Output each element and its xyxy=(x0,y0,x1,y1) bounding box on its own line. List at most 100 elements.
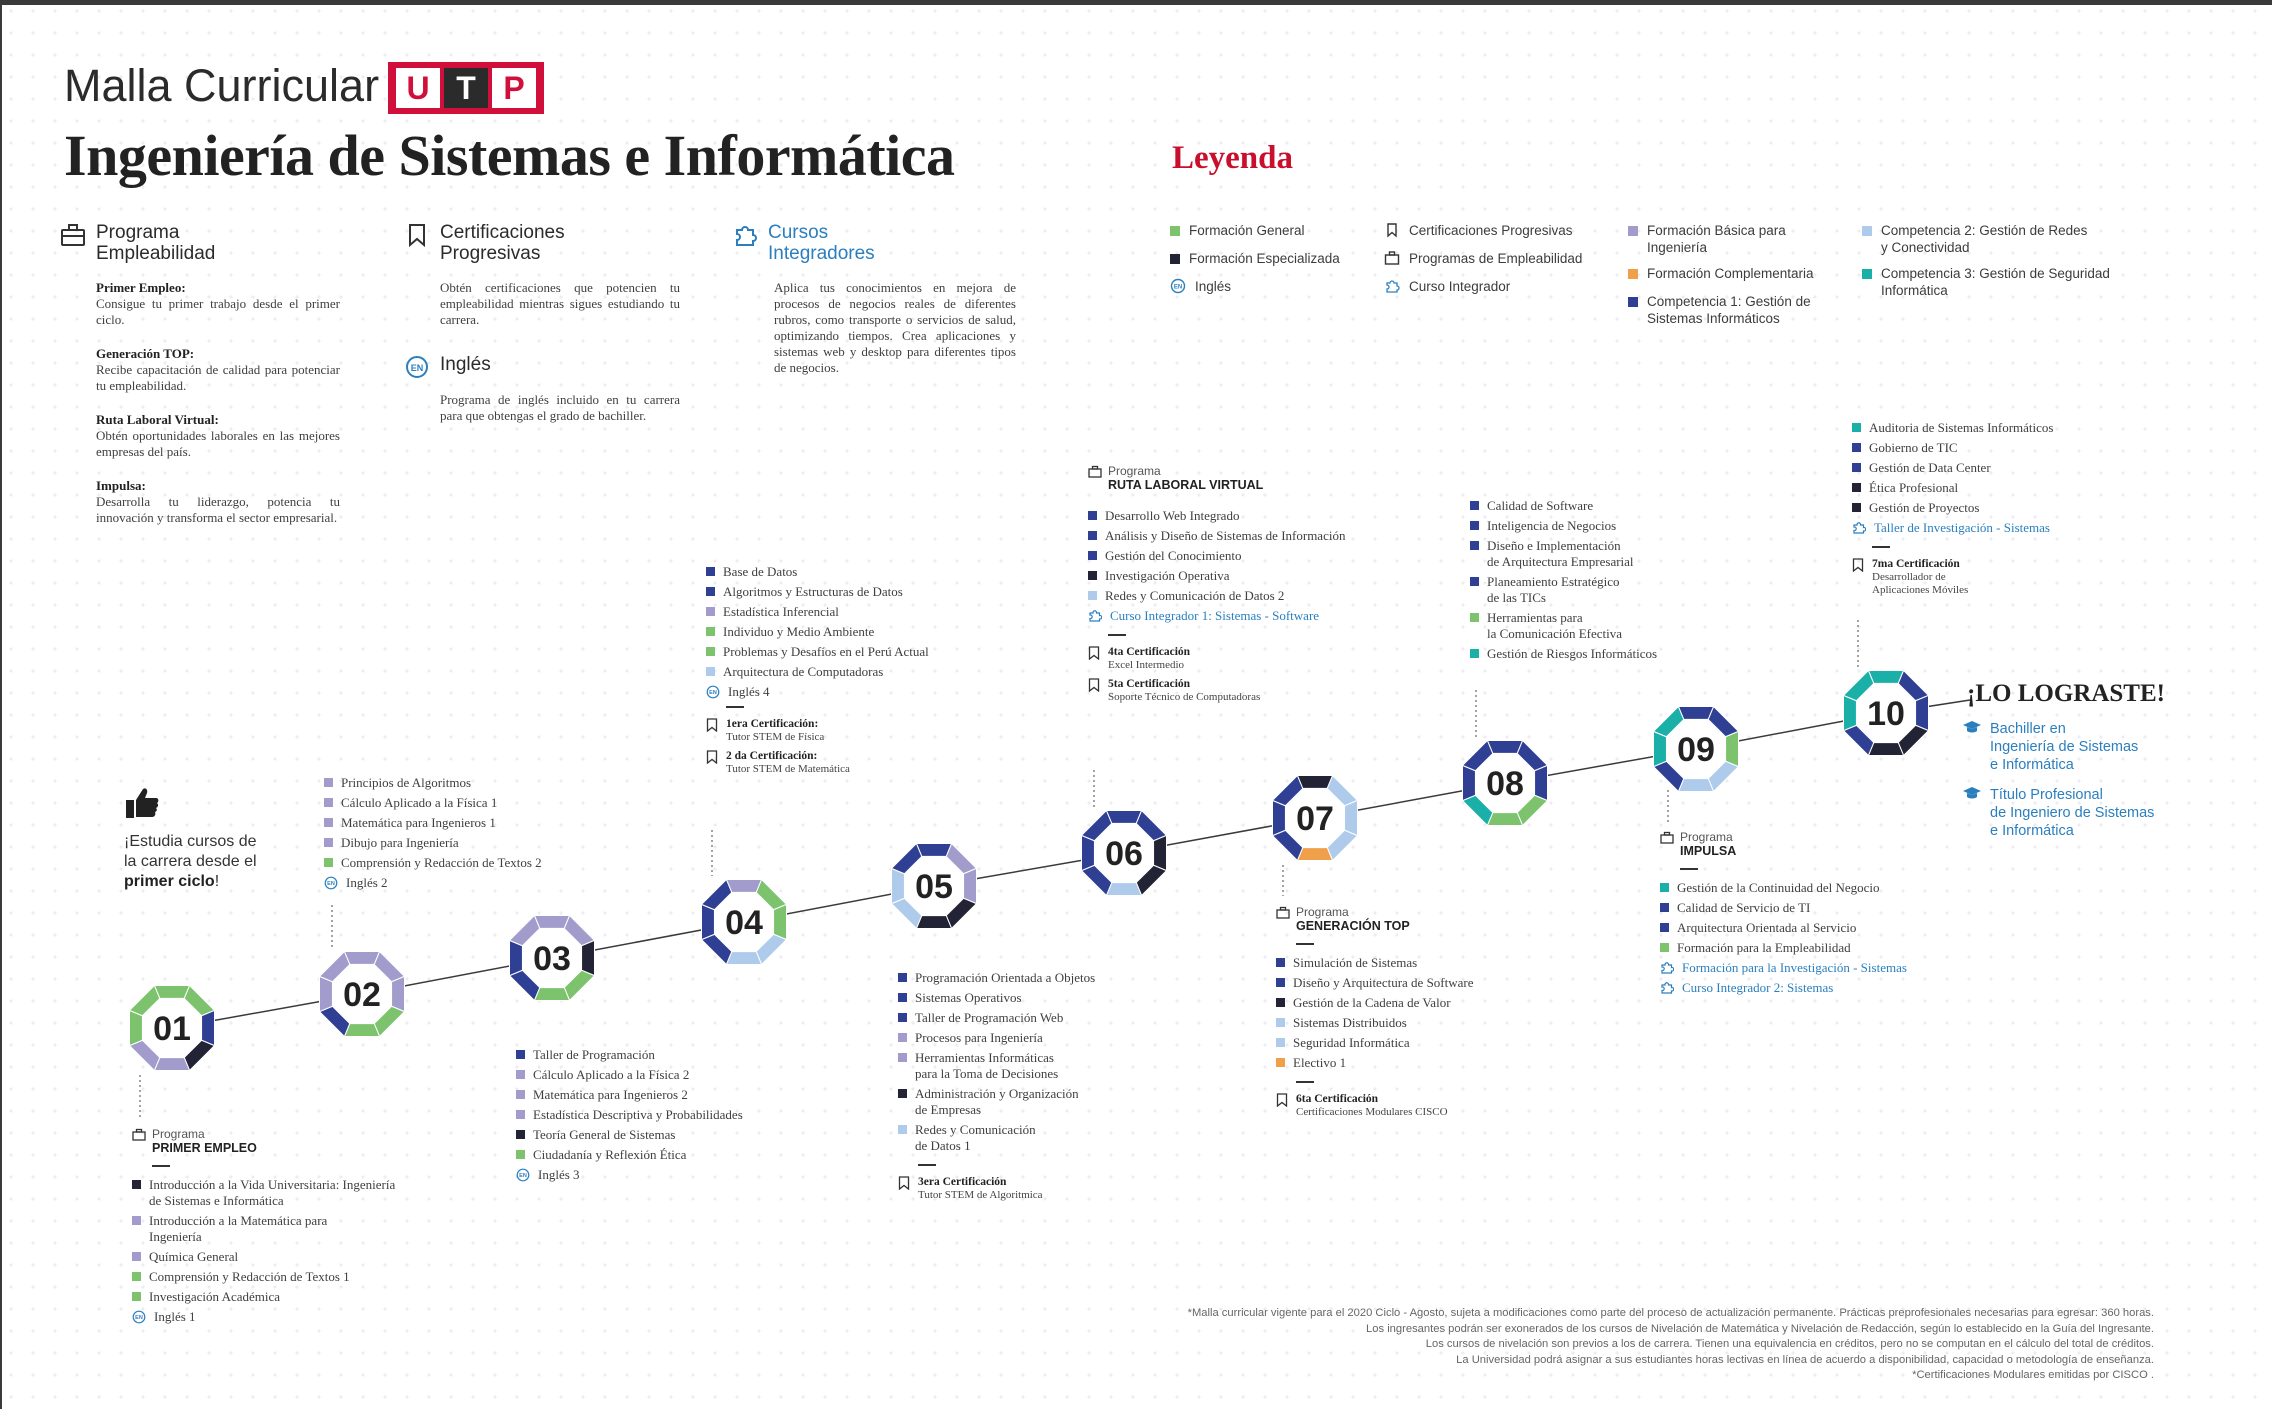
course-name: Simulación de Sistemas xyxy=(1293,955,1418,970)
lograste-title: ¡LO LOGRASTE! xyxy=(1967,680,2165,707)
cert-subtitle: Tutor STEM de Algoritmica xyxy=(918,1189,1043,1201)
course-item: Curso Integrador 1: Sistemas - Software xyxy=(1088,608,1408,624)
category-swatch xyxy=(1470,521,1479,530)
cycle-number: 07 xyxy=(1296,800,1334,838)
node-segment xyxy=(319,975,333,1013)
course-name: Ciudadanía y Reflexión Ética xyxy=(533,1147,687,1162)
course-item: Gestión del Conocimiento xyxy=(1088,548,1408,564)
course-name: Gestión de la Cadena de Valor xyxy=(1293,995,1451,1010)
divider xyxy=(918,1164,936,1166)
cycle-node-05: 05 xyxy=(890,842,978,930)
node-segment xyxy=(1677,706,1715,720)
course-name: Principios de Algoritmos xyxy=(341,775,471,790)
logo-letter-u: U xyxy=(396,68,440,108)
course-name: Cálculo Aplicado a la Física 2 xyxy=(533,1067,690,1082)
category-swatch xyxy=(1276,1018,1285,1027)
course-name: Taller de Programación Web xyxy=(915,1010,1064,1025)
cycle-node-03: 03 xyxy=(508,914,596,1002)
course-item: Diseño y Arquitectura de Software xyxy=(1276,975,1576,991)
category-swatch xyxy=(132,1252,141,1261)
estudia-bold: primer ciclo xyxy=(124,873,215,890)
category-swatch xyxy=(324,778,333,787)
bookmark-icon xyxy=(706,750,718,764)
course-item: Teoría General de Sistemas xyxy=(516,1127,836,1143)
swatch xyxy=(1170,254,1180,264)
course-item: Estadística Inferencial xyxy=(706,604,1006,620)
course-name: Comprensión y Redacción de Textos 2 xyxy=(341,855,542,870)
course-name: Cálculo Aplicado a la Física 1 xyxy=(341,795,498,810)
course-item: Sistemas Operativos xyxy=(898,990,1198,1006)
course-name: Procesos para Ingeniería xyxy=(915,1030,1043,1045)
category-swatch xyxy=(1088,511,1097,520)
course-name: Gestión de Data Center xyxy=(1869,460,1991,475)
course-name: Análisis y Diseño de Sistemas de Informa… xyxy=(1105,528,1346,543)
course-item: Introducción a la Matemática para Ingeni… xyxy=(132,1213,452,1245)
category-swatch xyxy=(898,993,907,1002)
program-name: IMPULSA xyxy=(1680,844,1737,858)
category-swatch xyxy=(324,838,333,847)
category-swatch xyxy=(1470,613,1479,622)
course-name: Calidad de Software xyxy=(1487,498,1594,513)
bookmark-icon xyxy=(1852,558,1864,572)
cert-list: 1era Certificación: Tutor STEM de Física 2… xyxy=(706,718,1006,776)
svg-text:EN: EN xyxy=(519,1173,527,1179)
course-name: Desarrollo Web Integrado xyxy=(1105,508,1240,523)
course-item: Formación para la Empleabilidad xyxy=(1660,940,1980,956)
node-segment xyxy=(1867,670,1905,684)
course-name: Redes y Comunicación de Datos 1 xyxy=(915,1122,1036,1153)
briefcase-icon xyxy=(1384,251,1400,265)
graduation-cap-icon xyxy=(1963,721,1981,733)
legend-label: Formación Especializada xyxy=(1189,251,1340,266)
certification-item: 4ta Certificación Excel Intermedio xyxy=(1088,646,1408,672)
course-name: Inteligencia de Negocios xyxy=(1487,518,1617,533)
course-item: Gestión de Data Center xyxy=(1852,460,2152,476)
cert-list: 4ta Certificación Excel Intermedio 5ta Cer… xyxy=(1088,646,1408,704)
category-swatch xyxy=(1088,531,1097,540)
course-name: Investigación Académica xyxy=(149,1289,281,1304)
estudia-line: ¡Estudia cursos de la carrera desde el xyxy=(124,833,257,870)
node-segment xyxy=(201,1009,215,1047)
course-item: Química General xyxy=(132,1249,452,1265)
course-item: Procesos para Ingeniería xyxy=(898,1030,1198,1046)
bookmark-icon xyxy=(898,1176,910,1190)
cert-subtitle: Excel Intermedio xyxy=(1108,659,1185,671)
course-item: Gestión de la Continuidad del Negocio xyxy=(1660,880,1980,896)
course-item: Taller de Programación xyxy=(516,1047,836,1063)
course-item: Auditoria de Sistemas Informáticos xyxy=(1852,420,2152,436)
category-swatch xyxy=(324,798,333,807)
course-item: Planeamiento Estratégico de las TICs xyxy=(1470,574,1770,606)
briefcase-icon xyxy=(1276,906,1290,919)
bookmark-icon xyxy=(409,224,425,248)
category-swatch xyxy=(516,1050,525,1059)
course-name: Calidad de Servicio de TI xyxy=(1677,900,1811,915)
category-swatch xyxy=(1660,923,1669,932)
cycle-node-07: 07 xyxy=(1271,774,1359,862)
course-item: Electivo 1 xyxy=(1276,1055,1576,1071)
grad-item-titulo: Título Profesional de Ingeniero de Siste… xyxy=(1962,786,2182,840)
ciclo-9-block: Programa IMPULSA Gestión de la Continuid… xyxy=(1660,830,1980,1000)
category-swatch xyxy=(706,627,715,636)
node-segment xyxy=(1867,742,1905,756)
node-center xyxy=(1285,788,1345,848)
en-icon: EN xyxy=(1170,278,1186,294)
node-segment xyxy=(1677,778,1715,792)
node-segment xyxy=(533,987,571,1001)
program-name: GENERACIÓN TOP xyxy=(1296,919,1410,933)
course-name: Arquitectura de Computadoras xyxy=(723,664,884,679)
bookmark-icon xyxy=(1276,1093,1288,1107)
logo-letter-p: P xyxy=(492,68,536,108)
course-name: Introducción a la Vida Universitaria: In… xyxy=(149,1177,396,1208)
cycle-number: 09 xyxy=(1677,731,1715,769)
category-swatch xyxy=(706,647,715,656)
cycle-number: 05 xyxy=(915,868,953,906)
node-segment xyxy=(391,975,405,1013)
estudia-end: ! xyxy=(214,873,220,890)
puzzle-icon xyxy=(736,226,757,246)
node-segment xyxy=(1344,799,1358,837)
cert-list: 6ta Certificación Certificaciones Modular… xyxy=(1276,1093,1576,1119)
legend-label: Formación Complementaria xyxy=(1647,266,1814,281)
grad-label: Bachiller en Ingeniería de Sistemas e In… xyxy=(1990,721,2139,773)
node-segment xyxy=(1843,694,1857,732)
legend-label: Inglés xyxy=(1195,279,1232,294)
node-segment xyxy=(1296,847,1334,861)
